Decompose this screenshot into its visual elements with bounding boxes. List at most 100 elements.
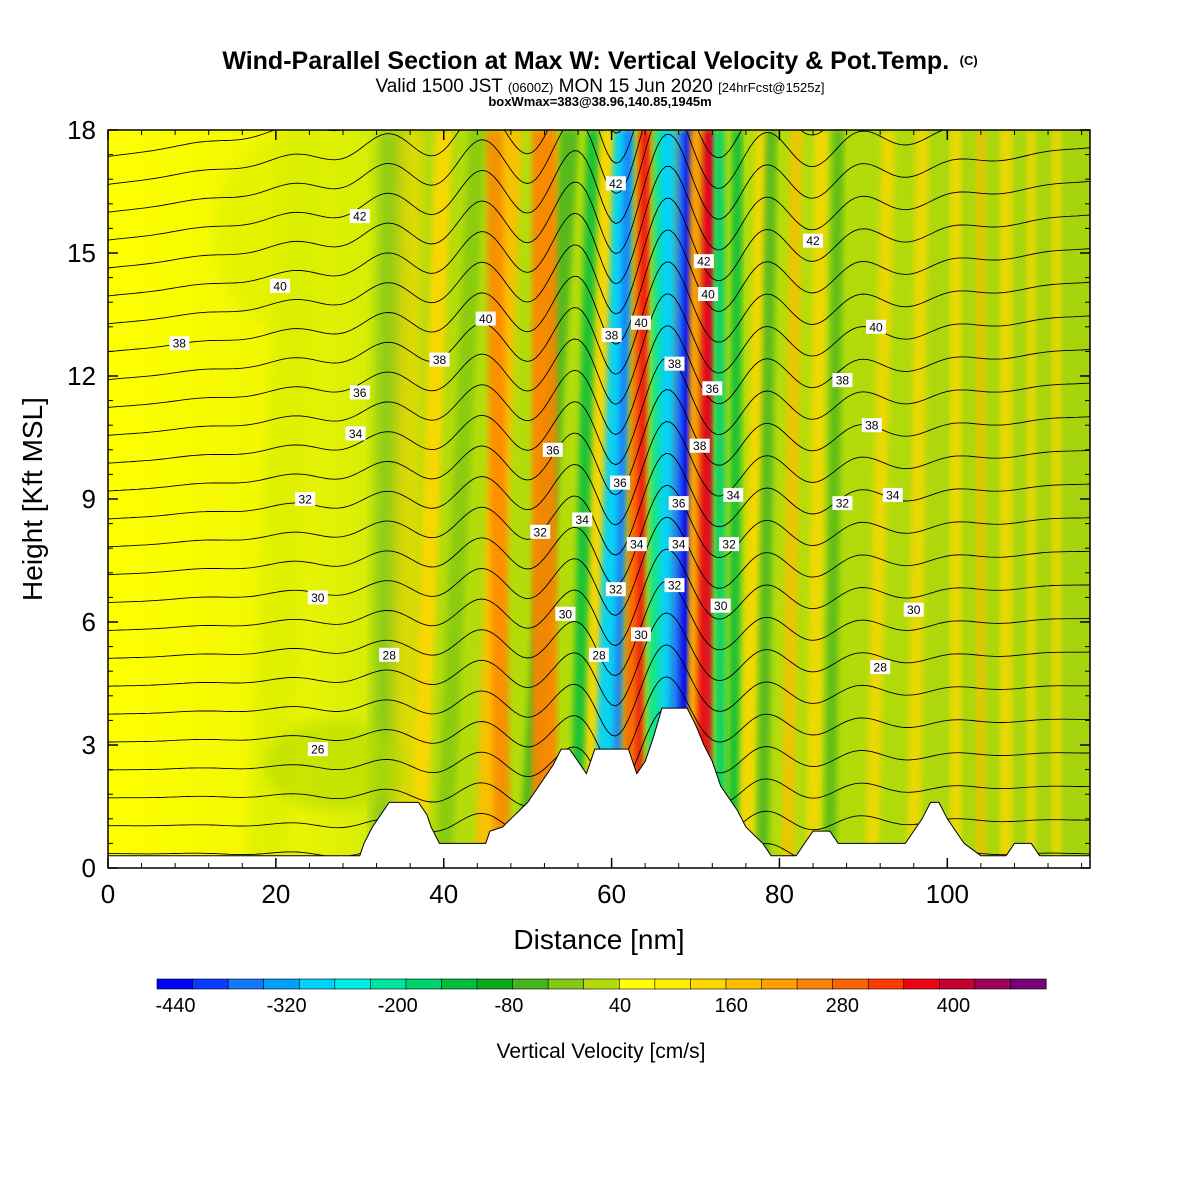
theta-label-35: 40 <box>866 319 886 334</box>
theta-label-bg <box>882 487 903 502</box>
theta-label-bg <box>664 356 685 371</box>
theta-label-30: 38 <box>689 438 710 453</box>
colorbar-swatch-6 <box>370 978 407 990</box>
colorbar-title: Vertical Velocity [cm/s] <box>497 1040 706 1063</box>
theta-label-text: 30 <box>907 603 921 617</box>
theta-label-text: 32 <box>836 497 850 511</box>
velocity-band-24 <box>781 130 803 868</box>
theta-contours <box>108 130 1090 868</box>
title-main: Wind-Parallel Section at Max W: Vertical… <box>222 47 949 75</box>
velocity-blob-0 <box>264 720 405 811</box>
theta-label-text: 34 <box>576 513 590 527</box>
theta-label-39: 32 <box>832 496 853 511</box>
velocity-band-8 <box>582 130 616 868</box>
subtitle-forecast: [24hrFcst@1525z] <box>718 80 824 95</box>
theta-label-bg <box>664 578 685 593</box>
theta-label-bg <box>832 373 853 388</box>
theta-label-17: 38 <box>601 328 622 343</box>
theta-contour-line-22 <box>108 130 945 241</box>
colorbar-swatch-19 <box>832 978 869 990</box>
theta-label-text: 38 <box>836 374 850 388</box>
velocity-band-10 <box>611 130 633 868</box>
colorbar-label: 400 <box>937 995 970 1017</box>
theta-label-bg <box>832 496 853 511</box>
theta-label-text: 32 <box>668 579 682 593</box>
velocity-band-7 <box>569 130 604 868</box>
colorbar-label: 160 <box>714 995 747 1017</box>
theta-label-bg <box>307 742 328 757</box>
theta-label-bg <box>903 602 924 617</box>
velocity-bands <box>212 130 1062 868</box>
theta-label-text: 40 <box>634 316 648 330</box>
velocity-band-30 <box>975 130 986 868</box>
colorbar-swatch-11 <box>547 978 585 990</box>
velocity-band-20 <box>713 130 727 868</box>
x-tick-label: 100 <box>926 879 969 909</box>
theta-contour-line-19 <box>108 197 1090 325</box>
theta-label-text: 30 <box>634 628 648 642</box>
theta-label-14: 30 <box>555 606 576 621</box>
theta-label-bg <box>307 590 328 605</box>
theta-contour-line-18 <box>108 229 1090 353</box>
theta-contour-line-25 <box>108 130 622 157</box>
theta-label-bg <box>169 336 190 351</box>
theta-label-18: 40 <box>631 315 651 330</box>
theta-label-3: 36 <box>349 385 370 400</box>
colorbar-swatch-16 <box>725 978 763 990</box>
theta-label-text: 30 <box>714 599 728 613</box>
theta-contour-line-13 <box>108 389 1090 496</box>
theta-label-4: 34 <box>345 426 366 441</box>
theta-label-bg <box>610 475 630 490</box>
y-tick-label: 6 <box>82 607 96 637</box>
theta-label-11: 36 <box>542 442 563 457</box>
box-wmax-line: boxWmax=383@38.96,140.85,1945m <box>488 94 711 109</box>
theta-label-31: 34 <box>723 487 744 502</box>
x-axis-title: Distance [nm] <box>513 924 684 955</box>
theta-label-bg <box>803 233 823 248</box>
theta-label-text: 28 <box>874 661 888 675</box>
theta-label-24: 36 <box>668 496 689 511</box>
colorbar-swatch-21 <box>903 978 940 990</box>
theta-label-bg <box>379 647 400 662</box>
y-tick-label: 15 <box>67 238 96 268</box>
theta-label-6: 30 <box>307 590 328 605</box>
theta-label-7: 28 <box>379 647 400 662</box>
theta-label-text: 38 <box>173 337 187 351</box>
x-tick-label: 60 <box>597 879 626 909</box>
theta-contour-line-6 <box>108 612 1090 707</box>
theta-label-13: 34 <box>572 512 593 527</box>
colorbar-swatch-3 <box>263 978 300 990</box>
theta-label-text: 40 <box>701 288 715 302</box>
theta-label-text: 28 <box>592 648 606 662</box>
theta-label-text: 42 <box>697 255 711 269</box>
theta-label-text: 26 <box>311 743 325 757</box>
chart-subtitle: Valid 1500 JST (0600Z) MON 15 Jun 2020 [… <box>375 76 824 97</box>
x-tick-label: 0 <box>101 879 115 909</box>
theta-label-text: 36 <box>546 443 560 457</box>
theta-label-text: 30 <box>311 591 325 605</box>
theta-label-bg <box>693 254 714 269</box>
title-mark: (C) <box>960 53 978 68</box>
subtitle-valid: Valid 1500 JST <box>375 76 507 97</box>
theta-label-8: 26 <box>307 742 328 757</box>
theta-label-text: 28 <box>383 648 397 662</box>
theta-label-text: 30 <box>559 607 573 621</box>
theta-label-text: 32 <box>534 525 548 539</box>
colorbar-swatch-12 <box>583 978 620 990</box>
theta-label-bg <box>349 209 370 224</box>
theta-contour-line-12 <box>108 421 1090 526</box>
theta-label-bg <box>589 647 609 662</box>
colorbar-swatch-23 <box>974 978 1012 990</box>
theta-contour-line-9 <box>108 516 1090 616</box>
theta-label-28: 40 <box>698 287 719 302</box>
theta-label-bg <box>349 385 370 400</box>
theta-label-text: 34 <box>349 427 363 441</box>
theta-label-text: 38 <box>433 353 447 367</box>
theta-contour-line-24 <box>108 130 635 185</box>
theta-contour-line-15 <box>108 325 1090 436</box>
theta-label-bg <box>631 627 651 642</box>
theta-label-text: 36 <box>353 386 367 400</box>
theta-label-bg <box>668 537 689 552</box>
theta-label-22: 30 <box>631 627 651 642</box>
